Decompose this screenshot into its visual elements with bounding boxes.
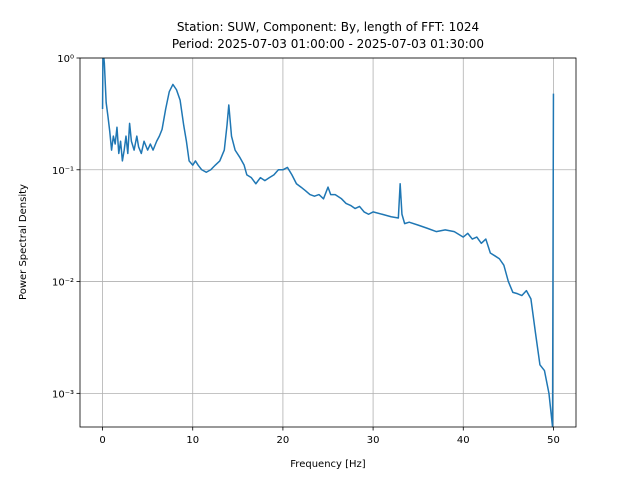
chart-subtitle: Period: 2025-07-03 01:00:00 - 2025-07-03…	[172, 37, 484, 51]
x-tick-label: 20	[277, 435, 290, 446]
data-line	[101, 58, 555, 427]
x-tick-label: 30	[367, 435, 380, 446]
y-tick-label: 10⁻²	[52, 278, 74, 289]
x-tick-label: 40	[457, 435, 470, 446]
x-tick-label: 0	[99, 435, 105, 446]
y-axis-label: Power Spectral Density	[18, 184, 29, 300]
y-tick-label: 10⁰	[57, 54, 74, 65]
x-tick-label: 10	[186, 435, 199, 446]
y-tick-label: 10⁻³	[52, 389, 74, 400]
y-tick-label: 10⁻¹	[52, 166, 74, 177]
x-axis-label: Frequency [Hz]	[290, 459, 366, 470]
plot-frame	[79, 57, 577, 428]
x-tick-label: 50	[547, 435, 560, 446]
chart-title: Station: SUW, Component: By, length of F…	[177, 20, 479, 34]
